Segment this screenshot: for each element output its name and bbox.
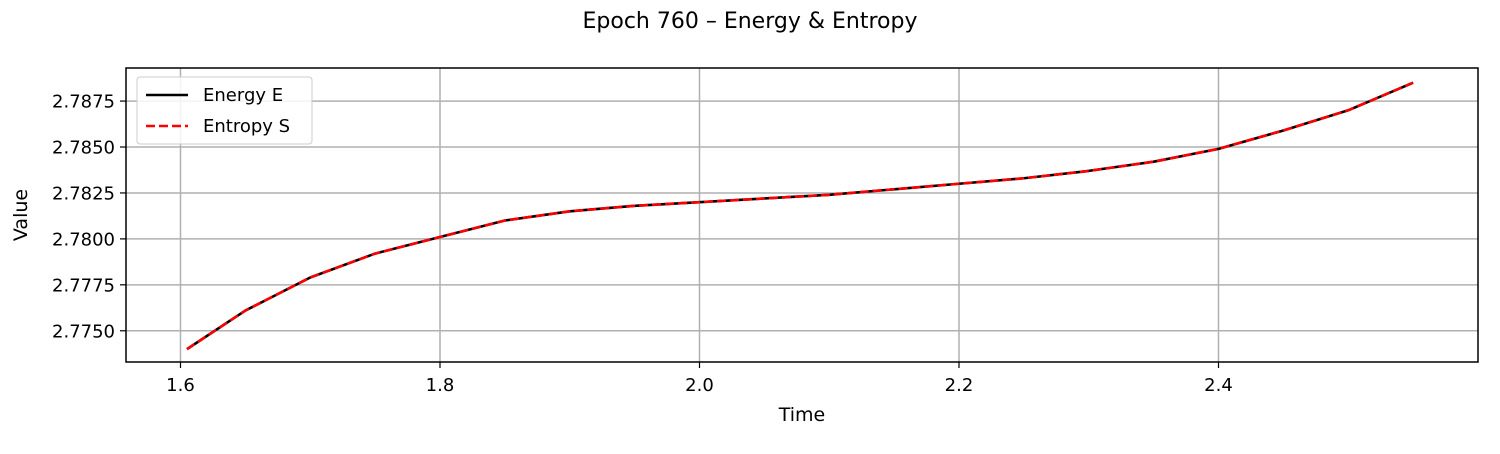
legend-label-entropy: Entropy S bbox=[203, 116, 290, 137]
x-axis-label: Time bbox=[778, 404, 826, 426]
x-tick-label: 2.0 bbox=[685, 375, 714, 396]
x-tick-label: 2.2 bbox=[945, 375, 974, 396]
x-tick-label: 1.8 bbox=[426, 375, 455, 396]
x-tick-label: 1.6 bbox=[166, 375, 195, 396]
grid-layer bbox=[126, 68, 1478, 362]
series-layer bbox=[186, 81, 1414, 351]
plot-frame bbox=[125, 67, 1479, 363]
legend: Energy E Entropy S bbox=[136, 76, 313, 145]
y-axis-label: Value bbox=[10, 189, 32, 241]
legend-label-energy: Energy E bbox=[203, 85, 283, 106]
y-axis: 2.7750 2.7775 2.7800 2.7825 2.7850 2.7875 bbox=[52, 92, 126, 342]
y-tick-label: 2.7750 bbox=[52, 321, 115, 342]
series-line-energy bbox=[186, 81, 1414, 351]
y-tick-label: 2.7800 bbox=[52, 229, 115, 250]
x-axis: 1.6 1.8 2.0 2.2 2.4 bbox=[166, 362, 1233, 396]
y-tick-label: 2.7875 bbox=[52, 92, 115, 113]
chart-title: Epoch 760 – Energy & Entropy bbox=[583, 9, 918, 34]
y-tick-label: 2.7825 bbox=[52, 183, 115, 204]
x-tick-label: 2.4 bbox=[1204, 375, 1233, 396]
series-line-entropy bbox=[186, 81, 1414, 351]
y-tick-label: 2.7850 bbox=[52, 138, 115, 159]
y-tick-label: 2.7775 bbox=[52, 275, 115, 296]
